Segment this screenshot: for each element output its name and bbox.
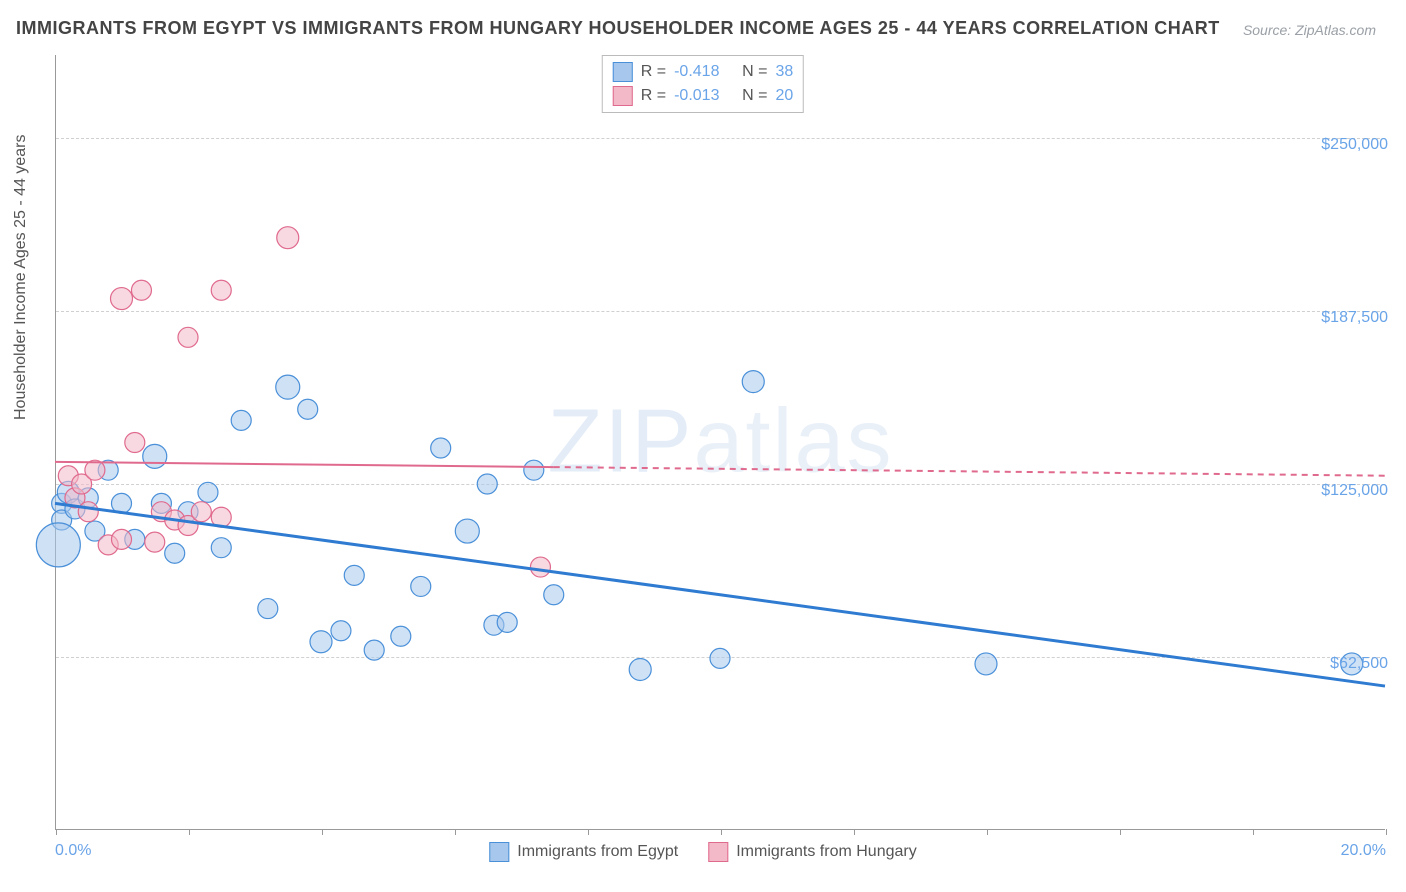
data-point	[165, 543, 185, 563]
source-attribution: Source: ZipAtlas.com	[1243, 22, 1376, 38]
legend-n-value: 20	[775, 87, 793, 105]
legend-r-label: R =	[641, 63, 666, 81]
series-legend-item: Immigrants from Hungary	[708, 842, 917, 862]
legend-row: R = -0.418 N = 38	[613, 60, 793, 84]
data-point	[710, 648, 730, 668]
x-axis-max-label: 20.0%	[1341, 842, 1386, 860]
data-point	[497, 612, 517, 632]
data-point	[364, 640, 384, 660]
trend-line	[55, 462, 554, 467]
data-point	[331, 621, 351, 641]
data-point	[524, 460, 544, 480]
scatter-chart	[55, 55, 1385, 830]
data-point	[211, 280, 231, 300]
data-point	[198, 482, 218, 502]
legend-r-value: -0.418	[674, 63, 734, 81]
legend-r-label: R =	[641, 87, 666, 105]
x-axis-min-label: 0.0%	[55, 842, 91, 860]
y-tick-label: $187,500	[1321, 309, 1388, 327]
series-legend-label: Immigrants from Hungary	[736, 843, 917, 861]
legend-swatch	[613, 86, 633, 106]
data-point	[125, 433, 145, 453]
y-tick-label: $125,000	[1321, 482, 1388, 500]
data-point	[629, 658, 651, 680]
series-legend-label: Immigrants from Egypt	[517, 843, 678, 861]
legend-n-label: N =	[742, 63, 767, 81]
data-point	[431, 438, 451, 458]
data-point	[277, 227, 299, 249]
data-point	[143, 444, 167, 468]
data-point	[477, 474, 497, 494]
legend-row: R = -0.013 N = 20	[613, 84, 793, 108]
legend-r-value: -0.013	[674, 87, 734, 105]
data-point	[112, 529, 132, 549]
data-point	[411, 576, 431, 596]
y-axis-label: Householder Income Ages 25 - 44 years	[12, 135, 30, 421]
legend-swatch	[708, 842, 728, 862]
legend-n-label: N =	[742, 87, 767, 105]
legend-swatch	[613, 62, 633, 82]
data-point	[975, 653, 997, 675]
data-point	[530, 557, 550, 577]
data-point	[231, 410, 251, 430]
data-point	[742, 371, 764, 393]
data-point	[298, 399, 318, 419]
data-point	[211, 538, 231, 558]
data-point	[78, 502, 98, 522]
y-tick-label: $250,000	[1321, 136, 1388, 154]
data-point	[178, 327, 198, 347]
chart-title: IMMIGRANTS FROM EGYPT VS IMMIGRANTS FROM…	[16, 18, 1220, 39]
data-point	[36, 523, 80, 567]
trend-line-dashed	[554, 467, 1385, 476]
data-point	[310, 631, 332, 653]
series-legend: Immigrants from Egypt Immigrants from Hu…	[489, 842, 916, 862]
data-point	[258, 599, 278, 619]
legend-n-value: 38	[775, 63, 793, 81]
data-point	[391, 626, 411, 646]
data-point	[111, 288, 133, 310]
series-legend-item: Immigrants from Egypt	[489, 842, 678, 862]
data-point	[455, 519, 479, 543]
data-point	[276, 375, 300, 399]
y-tick-label: $62,500	[1330, 655, 1388, 673]
data-point	[131, 280, 151, 300]
data-point	[544, 585, 564, 605]
data-point	[145, 532, 165, 552]
data-point	[191, 502, 211, 522]
data-point	[344, 565, 364, 585]
correlation-legend: R = -0.418 N = 38 R = -0.013 N = 20	[602, 55, 804, 113]
x-tick	[1386, 829, 1387, 835]
legend-swatch	[489, 842, 509, 862]
